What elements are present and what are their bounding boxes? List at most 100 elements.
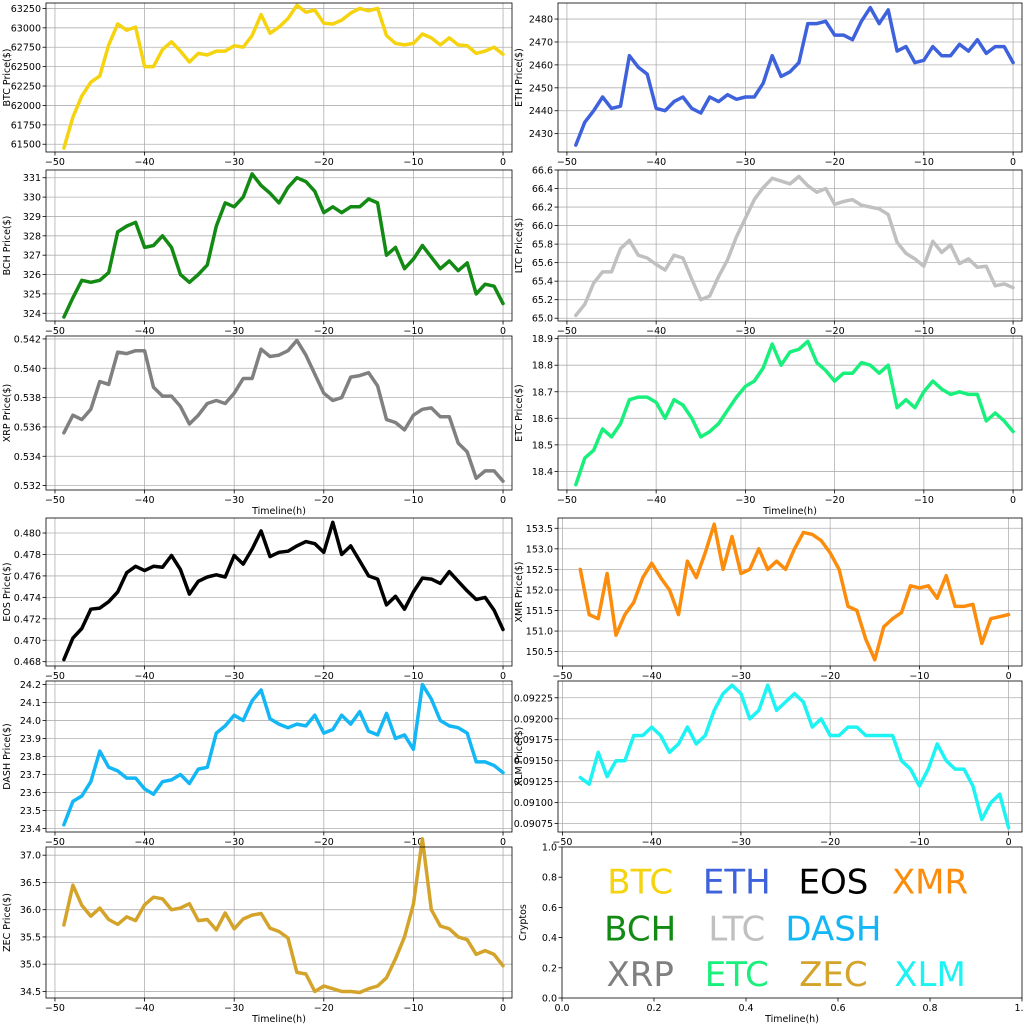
eth-price-line <box>574 5 1015 147</box>
xrp-axes-frame <box>45 335 513 491</box>
legend-label-xmr: XMR <box>892 863 968 903</box>
ltc-price-line <box>574 174 1015 318</box>
xmr-panel: −50 −40 −30 −20 −10 0 150.5 151.0 151.5 152.0 152.… <box>514 517 1023 682</box>
zec-y-axis-label: ZEC Price($) <box>2 893 13 952</box>
etc-x-tick-label: 0 <box>1010 495 1016 506</box>
bch-y-tick-label: 328 <box>23 231 41 242</box>
xmr-x-tick-label: −30 <box>731 671 751 682</box>
cryptos-y-tick-label: 1.0 <box>542 843 557 854</box>
eth-y-axis-label: ETH Price($) <box>514 48 525 107</box>
etc-x-tick-label: −30 <box>735 495 755 506</box>
cryptos-axes-frame <box>561 846 1023 999</box>
eth-y-tick-label: 2450 <box>529 83 553 94</box>
zec-x-tick-label: 0 <box>500 1003 506 1014</box>
xrp-y-tick-label: 0.536 <box>14 422 41 433</box>
ltc-y-tick-label: 66.0 <box>532 221 553 232</box>
zec-x-tick-label: −20 <box>314 1003 334 1014</box>
zec-x-tick-label: −10 <box>403 1003 423 1014</box>
zec-y-tick-label: 36.0 <box>20 905 41 916</box>
eos-y-axis-label: EOS Price($) <box>2 562 13 621</box>
bch-y-tick-label: 325 <box>23 289 41 300</box>
eth-x-tick-label: −50 <box>557 157 577 168</box>
eos-x-tick-label: −30 <box>224 671 244 682</box>
cryptos-x-tick-label: 0.6 <box>830 1003 845 1014</box>
bch-y-axis-label: BCH Price($) <box>2 216 13 276</box>
xmr-y-tick-label: 152.5 <box>526 565 553 576</box>
zec-x-axis-label: Timeline(h) <box>251 1014 306 1024</box>
eos-y-tick-label: 0.478 <box>14 550 41 561</box>
btc-y-tick-label: 62500 <box>11 62 41 73</box>
eth-y-tick-label: 2470 <box>529 37 553 48</box>
btc-x-tick-label: −40 <box>135 157 155 168</box>
bch-y-tick-label: 330 <box>23 193 41 204</box>
etc-panel: −50 −40 −30 −20 −10 0 18.4 18.5 18.6 18.7 18.8 18.9… <box>514 334 1023 517</box>
cryptos-y-tick-label: 0.6 <box>542 903 557 914</box>
eos-x-tick-label: −20 <box>314 671 334 682</box>
ltc-y-tick-label: 66.4 <box>532 184 553 195</box>
eos-price-line <box>62 520 505 662</box>
bch-x-tick-label: 0 <box>500 326 506 337</box>
eos-x-tick-label: −10 <box>403 671 423 682</box>
xlm-y-tick-label: 0.09100 <box>514 798 553 809</box>
eth-y-tick-label: 2440 <box>529 106 553 117</box>
btc-panel: −50 −40 −30 −20 −10 0 61500 61750 62000 62250 6250… <box>2 2 513 168</box>
btc-axes-frame <box>45 2 513 153</box>
ltc-y-tick-label: 66.6 <box>532 166 553 177</box>
bch-y-tick-label: 324 <box>23 309 41 320</box>
eos-y-tick-label: 0.468 <box>14 657 41 668</box>
xmr-x-tick-label: 0 <box>1006 671 1012 682</box>
eth-panel: −50 −40 −30 −20 −10 0 2430 2440 2450 2460 2470 2480… <box>514 2 1023 168</box>
etc-y-tick-label: 18.8 <box>532 361 553 372</box>
ltc-x-tick-label: 0 <box>1010 326 1016 337</box>
cryptos-y-axis-label: Cryptos <box>518 904 529 941</box>
btc-x-tick-label: −30 <box>224 157 244 168</box>
xrp-x-tick-label: −10 <box>403 495 423 506</box>
dash-y-tick-label: 23.7 <box>20 770 41 781</box>
bch-y-tick-label: 327 <box>23 251 41 262</box>
xlm-panel: −50 −40 −30 −20 −10 0 0.09075 0.09100 0.09125 0.0… <box>514 680 1023 848</box>
etc-y-tick-label: 18.9 <box>532 334 553 345</box>
zec-y-tick-label: 35.5 <box>20 932 41 943</box>
eth-x-tick-label: −20 <box>825 157 845 168</box>
dash-x-tick-label: −40 <box>135 837 155 848</box>
eos-x-tick-label: 0 <box>500 671 506 682</box>
xlm-y-tick-label: 0.09125 <box>514 777 553 788</box>
xmr-x-tick-label: −20 <box>820 671 840 682</box>
btc-x-tick-label: 0 <box>500 157 506 168</box>
cryptos-x-tick-label: 0.0 <box>554 1003 569 1014</box>
btc-y-tick-label: 62750 <box>11 43 41 54</box>
ltc-x-tick-label: −40 <box>646 326 666 337</box>
cryptos-y-tick-label: 0.0 <box>542 994 557 1005</box>
eos-y-tick-label: 0.474 <box>14 593 41 604</box>
dash-y-tick-label: 23.9 <box>20 734 41 745</box>
xmr-y-tick-label: 151.0 <box>526 627 553 638</box>
xmr-x-tick-label: −40 <box>642 671 662 682</box>
eos-axes-frame <box>45 517 513 667</box>
xlm-y-tick-label: 0.09225 <box>514 693 553 704</box>
ltc-x-tick-label: −20 <box>825 326 845 337</box>
ltc-x-tick-label: −30 <box>735 326 755 337</box>
cryptos-x-tick-label: 1.0 <box>1014 1003 1024 1014</box>
bch-price-line <box>62 172 505 319</box>
xmr-y-tick-label: 150.5 <box>526 647 553 658</box>
ltc-y-tick-label: 66.2 <box>532 203 553 214</box>
legend-label-btc: BTC <box>607 863 673 903</box>
legend-label-etc: ETC <box>705 955 769 995</box>
dash-y-tick-label: 23.8 <box>20 752 41 763</box>
xrp-y-tick-label: 0.534 <box>14 452 41 463</box>
eth-y-tick-label: 2480 <box>529 15 553 26</box>
xrp-x-tick-label: 0 <box>500 495 506 506</box>
dash-x-tick-label: −30 <box>224 837 244 848</box>
etc-axes-frame <box>557 335 1023 491</box>
ltc-y-tick-label: 65.2 <box>532 295 553 306</box>
xlm-y-tick-label: 0.09075 <box>514 819 553 830</box>
bch-panel: −50 −40 −30 −20 −10 0 324 325 326 327 328 329 330 331… <box>2 169 513 337</box>
ltc-y-axis-label: LTC Price($) <box>514 218 525 274</box>
zec-y-tick-label: 36.5 <box>20 878 41 889</box>
zec-x-tick-label: −40 <box>135 1003 155 1014</box>
xlm-x-tick-label: 0 <box>1006 837 1012 848</box>
legend-label-dash: DASH <box>785 910 881 950</box>
dash-y-tick-label: 24.0 <box>20 716 41 727</box>
cryptos-x-tick-label: 0.8 <box>922 1003 937 1014</box>
dash-x-tick-label: −10 <box>403 837 423 848</box>
